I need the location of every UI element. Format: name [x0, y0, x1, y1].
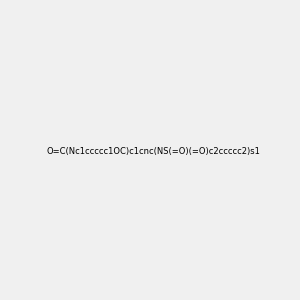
Text: O=C(Nc1ccccc1OC)c1cnc(NS(=O)(=O)c2ccccc2)s1: O=C(Nc1ccccc1OC)c1cnc(NS(=O)(=O)c2ccccc2…: [47, 147, 261, 156]
